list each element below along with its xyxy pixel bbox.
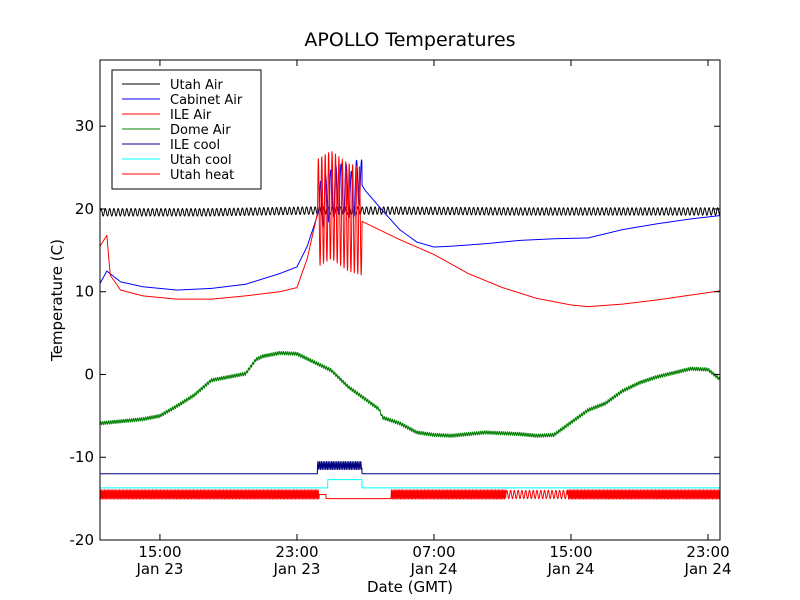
x-tick-label-date: Jan 23 (135, 560, 183, 578)
x-tick-label-time: 23:00 (275, 543, 318, 561)
x-tick-label-time: 07:00 (412, 543, 455, 561)
x-axis-label: Date (GMT) (367, 578, 453, 596)
series-line-utah-heat (100, 489, 720, 500)
series-line-utah-cool (100, 479, 720, 489)
y-tick-label: 10 (75, 283, 94, 301)
y-axis-label: Temperature (C) (48, 239, 66, 362)
plot-frame (99, 59, 721, 541)
y-tick-label: 20 (75, 200, 94, 218)
series-line-ile-air (100, 151, 720, 308)
series-line-utah-air (100, 206, 720, 217)
legend-label-ile-air: ILE Air (170, 108, 212, 123)
x-tick-label-date: Jan 24 (409, 560, 457, 578)
series-line-ile-cool (100, 461, 720, 475)
plot-area (100, 151, 720, 500)
legend-label-utah-cool: Utah cool (170, 153, 232, 168)
legend-label-ile-cool: ILE cool (170, 138, 220, 153)
x-tick-label-time: 23:00 (686, 543, 729, 561)
x-tick-label-date: Jan 23 (272, 560, 320, 578)
legend-label-dome-air: Dome Air (170, 123, 231, 138)
series-line-cabinet-air (100, 159, 720, 291)
x-tick-label-date: Jan 24 (684, 560, 732, 578)
legend-label-utah-air: Utah Air (170, 78, 223, 93)
x-tick-label-time: 15:00 (138, 543, 181, 561)
y-tick-label: -20 (70, 531, 95, 549)
x-tick-label-date: Jan 24 (547, 560, 595, 578)
legend-label-utah-heat: Utah heat (170, 168, 234, 183)
y-tick-label: 0 (84, 365, 94, 383)
chart-title: APOLLO Temperatures (304, 29, 515, 51)
y-tick-label: -10 (70, 448, 95, 466)
x-tick-label-time: 15:00 (549, 543, 592, 561)
series-line-dome-air (100, 350, 720, 438)
y-tick-label: 30 (75, 117, 94, 135)
legend-label-cabinet-air: Cabinet Air (170, 93, 243, 108)
